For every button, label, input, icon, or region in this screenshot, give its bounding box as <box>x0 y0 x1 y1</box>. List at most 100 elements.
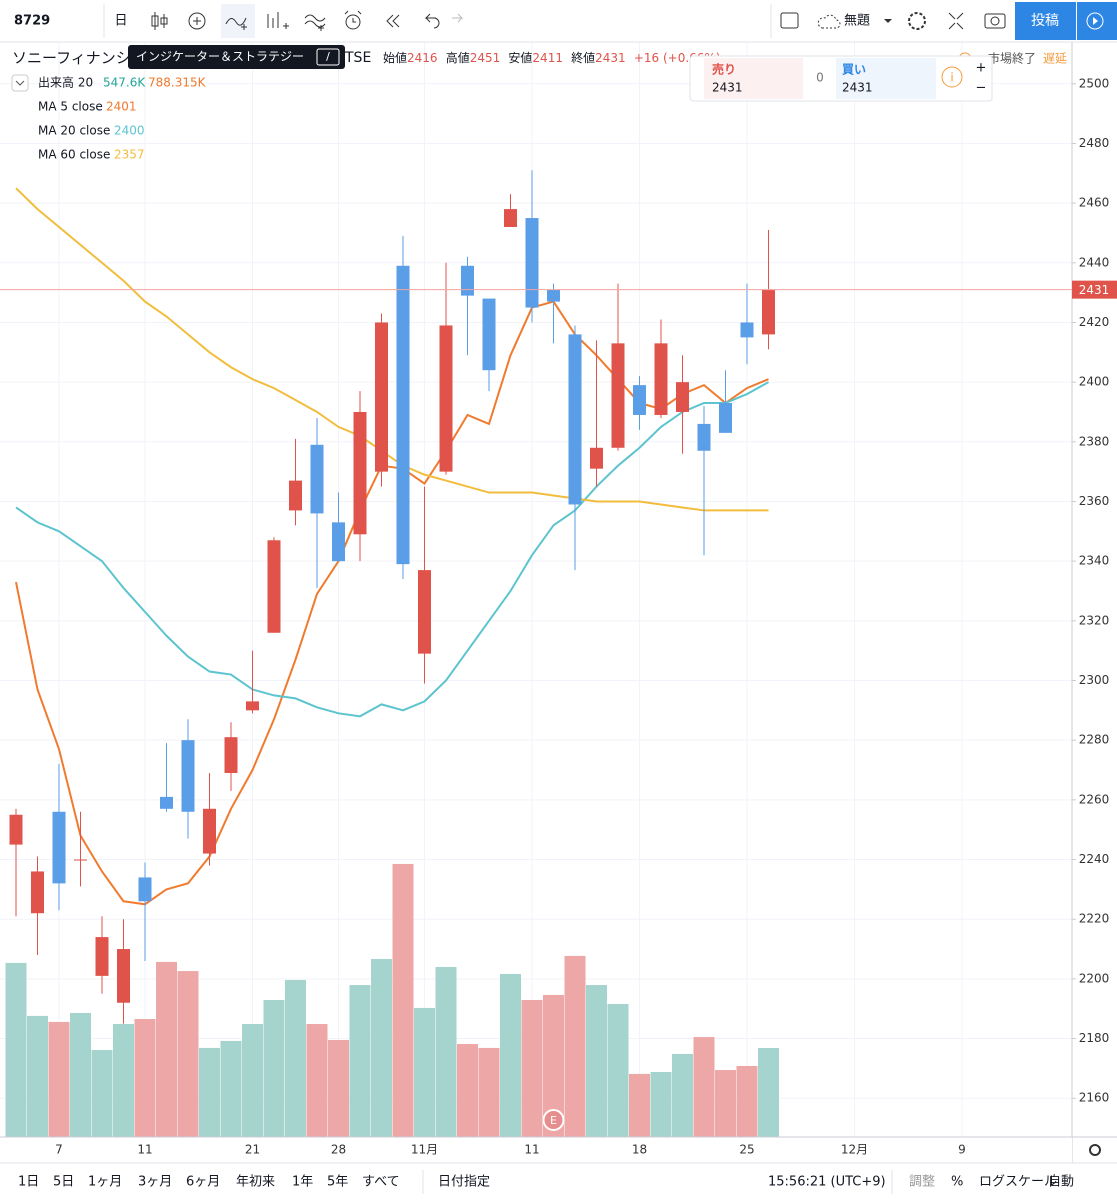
y-tick-label: 2300 <box>1079 673 1110 687</box>
interval-button[interactable]: 日 <box>114 14 127 29</box>
layout-name[interactable]: 無題 <box>844 14 870 29</box>
axis-settings[interactable] <box>1089 1144 1101 1156</box>
volume-bar <box>27 1015 48 1137</box>
footer: 1日 5日 1ヶ月 3ヶ月 6ヶ月 年初来 1年 5年 すべて 日付指定 <box>18 1170 490 1194</box>
candle-body <box>590 447 603 469</box>
candle-body <box>310 444 324 514</box>
high-value: 2451 <box>470 51 501 65</box>
candle-body <box>95 937 109 976</box>
time-axis <box>0 1137 1072 1163</box>
volume-bar <box>371 959 392 1137</box>
volume-bar <box>478 1047 500 1137</box>
y-tick-label: 2260 <box>1079 792 1110 806</box>
header-ohlc: TSE 始値2416 高値2451 安値2411 終値2431 +16 (+0.… <box>344 50 721 67</box>
toolbar <box>0 0 1117 42</box>
buy-button[interactable] <box>836 58 936 99</box>
x-tick-label: 7 <box>55 1143 63 1157</box>
range-button[interactable]: 1ヶ月 <box>88 1175 122 1190</box>
alarm-button[interactable] <box>344 10 362 30</box>
y-tick-label: 2280 <box>1079 733 1110 747</box>
settings-button[interactable] <box>908 12 926 30</box>
exchange: TSE <box>344 50 371 66</box>
date-range-button[interactable]: 日付指定 <box>438 1175 490 1190</box>
last-price-label: 2431 <box>1079 283 1110 297</box>
candle-body <box>160 796 173 809</box>
fullscreen-layout-button[interactable] <box>780 12 799 29</box>
candle-body <box>353 411 367 535</box>
ma-line <box>15 187 769 512</box>
qty-plus[interactable]: + <box>976 61 987 76</box>
x-tick-label: 25 <box>739 1143 754 1157</box>
close-value: 2431 <box>595 51 626 65</box>
spread: 0 <box>816 71 824 85</box>
volume-bar <box>758 1047 779 1137</box>
dropdown-arrow[interactable] <box>884 19 892 23</box>
indicator-button[interactable] <box>221 4 255 38</box>
volume-bar <box>263 999 285 1137</box>
volume-ma-legend-value: 788.315K <box>148 76 207 90</box>
compare-button[interactable] <box>188 12 206 30</box>
low-label: 安値 <box>508 50 532 65</box>
template-button[interactable] <box>304 14 326 31</box>
fullscreen-button[interactable] <box>948 12 964 30</box>
adjust-button[interactable]: 調整 <box>909 1175 935 1190</box>
undo-button[interactable] <box>424 13 440 29</box>
replay-button[interactable] <box>386 14 400 28</box>
range-button[interactable]: 年初来 <box>236 1174 275 1190</box>
range-button[interactable]: 5日 <box>53 1175 74 1190</box>
candle-body <box>267 540 281 633</box>
candle-body <box>332 522 345 562</box>
bar-style-button[interactable] <box>151 12 168 30</box>
range-button[interactable]: すべて <box>362 1175 400 1190</box>
indicator-icon <box>225 17 247 30</box>
candle-body <box>181 740 195 812</box>
y-tick-label: 2320 <box>1079 613 1110 627</box>
candle-body <box>676 382 689 412</box>
candle-body <box>697 423 711 451</box>
range-button[interactable]: 6ヶ月 <box>186 1175 220 1190</box>
range-button[interactable]: 1日 <box>18 1175 39 1190</box>
volume-bar <box>543 994 564 1137</box>
y-tick-label: 2340 <box>1079 554 1110 568</box>
sell-button[interactable] <box>704 58 803 99</box>
x-tick-label: 11 <box>137 1143 152 1157</box>
volume-bar <box>435 966 457 1137</box>
y-tick-label: 2460 <box>1079 196 1110 210</box>
info-button[interactable] <box>941 66 963 88</box>
volume-legend-value: 547.6K <box>103 76 146 90</box>
qty-minus[interactable]: − <box>976 81 987 96</box>
percent-button[interactable]: % <box>951 1175 963 1190</box>
volume-bar <box>328 1039 349 1137</box>
volume-bar <box>414 1007 435 1137</box>
snapshot-button[interactable] <box>984 13 1006 29</box>
ma-legend-value: 2400 <box>114 124 145 138</box>
candle-body <box>611 343 625 448</box>
y-tick-label: 2220 <box>1079 912 1110 926</box>
candle-body <box>203 808 216 854</box>
range-button[interactable]: 5年 <box>327 1175 348 1190</box>
ma-legend: MA 5 close 2401 MA 20 close 2400 MA 60 close… <box>38 100 145 162</box>
low-value: 2411 <box>532 51 563 65</box>
volume-layer <box>5 863 779 1137</box>
y-tick-label: 2480 <box>1079 136 1110 150</box>
log-button[interactable]: ログスケール <box>979 1175 1057 1190</box>
range-button[interactable]: 3ヶ月 <box>138 1175 172 1190</box>
alert-button[interactable] <box>267 12 289 29</box>
volume-bar <box>113 1024 134 1137</box>
candle-body <box>504 209 517 227</box>
y-tick-label: 2440 <box>1079 255 1110 269</box>
candle-body <box>740 322 754 338</box>
symbol[interactable]: 8729 <box>14 14 50 29</box>
x-tick-label: 28 <box>331 1143 346 1157</box>
redo-button[interactable] <box>452 13 464 23</box>
high-label: 高値 <box>446 50 470 65</box>
volume-bar <box>715 1070 736 1137</box>
candle-body <box>525 218 539 308</box>
candle-body <box>117 949 130 1003</box>
publish-button[interactable] <box>1015 2 1076 40</box>
legend-toggle[interactable] <box>11 74 29 92</box>
range-button[interactable]: 1年 <box>292 1175 313 1190</box>
candle-body <box>74 859 87 861</box>
auto-button[interactable]: 自動 <box>1048 1175 1074 1190</box>
